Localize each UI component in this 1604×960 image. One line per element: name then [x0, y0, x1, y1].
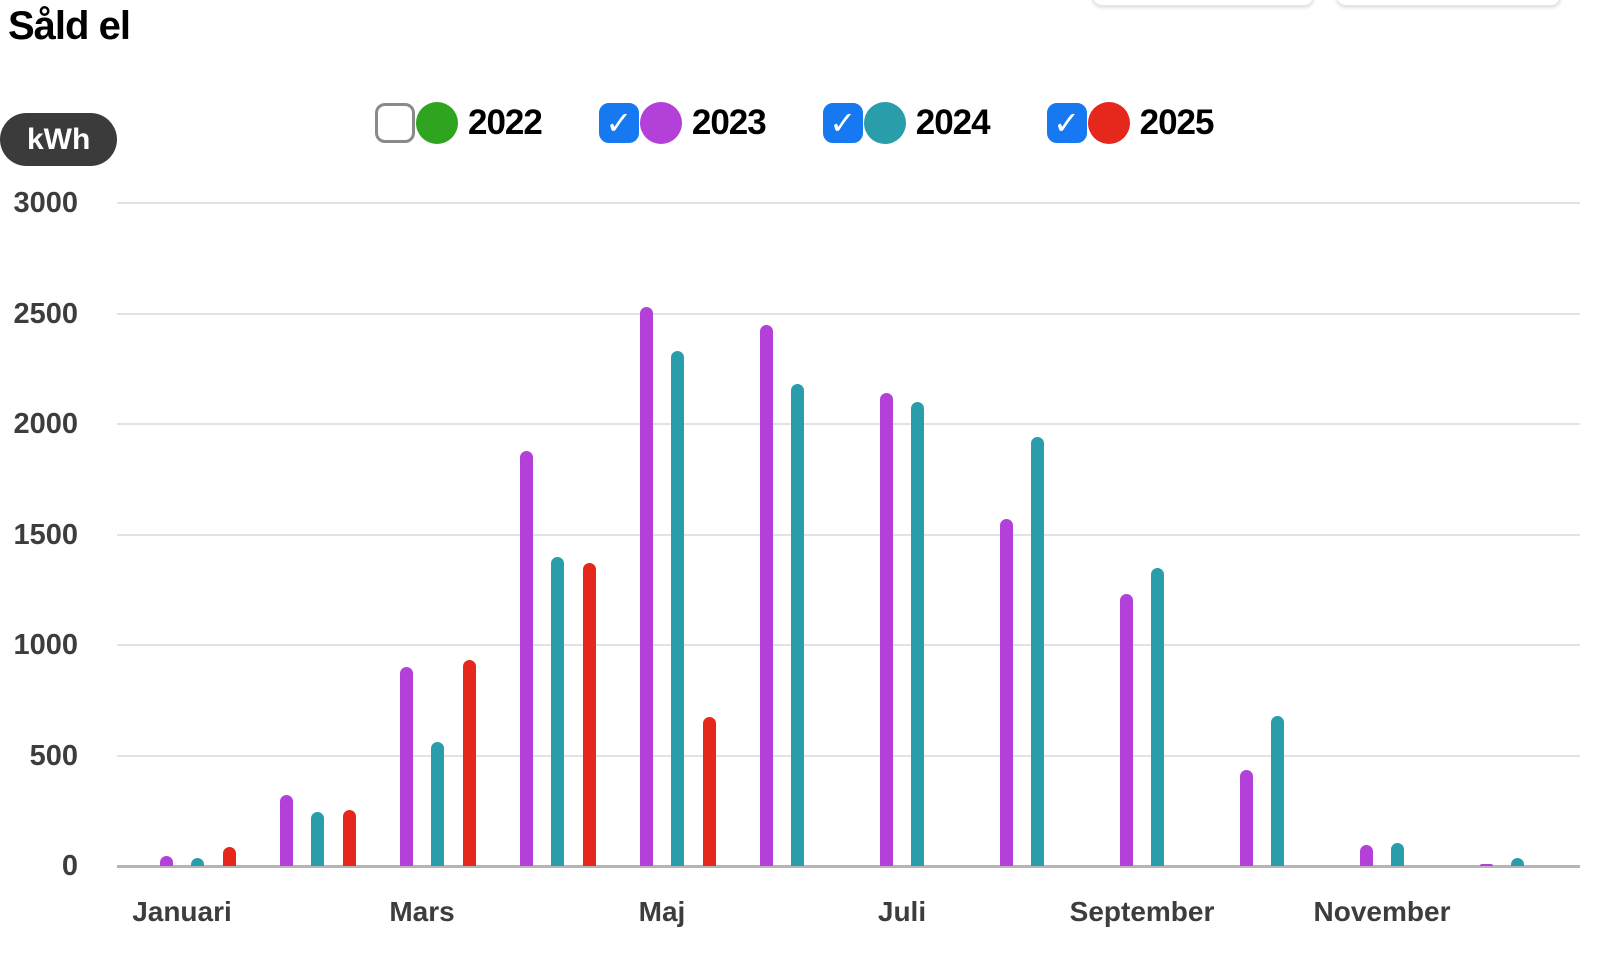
checkmark-icon: ✓ — [605, 105, 633, 141]
legend-label-2023: 2023 — [691, 103, 767, 142]
y-axis-tick-label-1500: 1500 — [13, 518, 78, 551]
gridline-2500 — [117, 312, 1580, 315]
bar-2023-maj — [639, 306, 653, 866]
bar-2024-augusti — [1031, 437, 1045, 866]
checkmark-icon: ✓ — [1053, 105, 1081, 141]
legend-checkbox-2023[interactable]: ✓ — [598, 103, 639, 143]
bar-2023-november — [1359, 845, 1373, 866]
x-axis-tick-label-maj: Maj — [638, 896, 686, 927]
gridline-500 — [117, 754, 1580, 757]
gridline-0 — [117, 864, 1580, 868]
gridline-3000 — [117, 202, 1580, 204]
legend-item-2024: ✓ 2024 — [822, 102, 991, 144]
checkmark-icon: ✓ — [829, 105, 857, 141]
bar-2023-september — [1119, 594, 1133, 866]
x-axis-tick-label-november: November — [1313, 896, 1451, 927]
y-axis-tick-label-3000: 3000 — [13, 187, 78, 219]
bar-2025-maj — [702, 716, 716, 866]
bar-2024-december — [1511, 858, 1525, 866]
bar-2024-november — [1391, 842, 1405, 866]
bar-2023-mars — [399, 667, 413, 866]
chart-legend: ✓ 2022 ✓ 2023 ✓ 2024 ✓ 2025 — [375, 102, 1214, 144]
bar-2023-juni — [759, 324, 773, 866]
bar-2025-januari — [222, 847, 236, 866]
legend-label-2024: 2024 — [915, 103, 991, 142]
y-axis-tick-label-500: 500 — [29, 739, 78, 772]
gridline-1000 — [117, 644, 1580, 646]
bar-2023-februari — [279, 795, 293, 866]
bar-2023-april — [519, 450, 533, 866]
y-axis-tick-label-0: 0 — [61, 850, 78, 882]
bar-2024-april — [551, 556, 565, 866]
x-axis-tick-label-juli: Juli — [877, 896, 927, 927]
legend-item-2022: ✓ 2022 — [375, 102, 543, 144]
legend-label-2025: 2025 — [1139, 103, 1215, 142]
series-color-dot-2024 — [863, 102, 906, 144]
legend-checkbox-2025[interactable]: ✓ — [1046, 103, 1087, 143]
legend-item-2023: ✓ 2023 — [598, 102, 767, 144]
bar-2025-mars — [462, 660, 476, 866]
unit-badge: kWh — [0, 113, 118, 166]
series-color-dot-2025 — [1087, 102, 1130, 144]
legend-checkbox-2024[interactable]: ✓ — [822, 103, 863, 143]
series-color-dot-2022 — [416, 102, 458, 144]
bar-2025-april — [582, 563, 596, 866]
bar-2024-oktober — [1271, 715, 1285, 866]
bar-2024-maj — [671, 351, 685, 866]
bar-2025-februari — [342, 809, 356, 866]
bar-2023-oktober — [1239, 769, 1253, 866]
series-color-dot-2023 — [639, 102, 682, 144]
bar-2023-januari — [159, 856, 173, 866]
bar-2023-december — [1479, 863, 1493, 866]
gridline-1500 — [117, 533, 1580, 536]
unit-badge-label: kWh — [27, 122, 91, 156]
bar-2024-mars — [431, 742, 445, 866]
legend-checkbox-2022[interactable]: ✓ — [375, 103, 415, 143]
gridline-2000 — [117, 423, 1580, 425]
x-axis-tick-label-januari: Januari — [132, 896, 232, 927]
legend-item-2025: ✓ 2025 — [1046, 102, 1215, 144]
x-axis-tick-label-mars: Mars — [389, 896, 455, 927]
bar-2023-juli — [879, 393, 893, 866]
bar-2024-juni — [791, 384, 805, 866]
legend-label-2022: 2022 — [468, 103, 543, 142]
page-title: Såld el — [8, 4, 131, 48]
bar-2024-juli — [911, 401, 925, 866]
x-axis-tick-label-september: September — [1069, 896, 1215, 927]
bar-2024-februari — [311, 811, 325, 866]
bar-2023-augusti — [999, 519, 1013, 866]
y-axis-tick-label-2000: 2000 — [13, 408, 78, 440]
y-axis-tick-label-1000: 1000 — [13, 629, 78, 661]
bar-2024-september — [1151, 567, 1165, 866]
y-axis-tick-label-2500: 2500 — [13, 297, 78, 330]
bar-2024-januari — [191, 858, 205, 866]
